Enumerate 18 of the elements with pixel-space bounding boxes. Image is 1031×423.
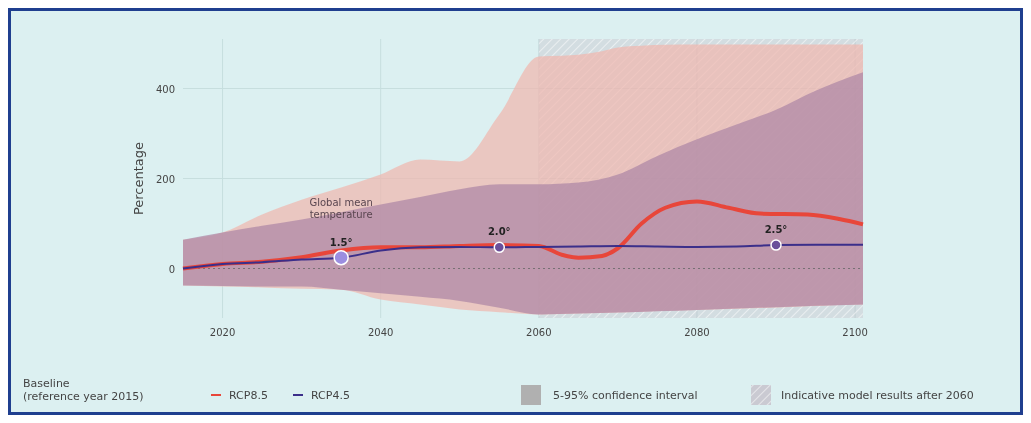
x-tick-label: 2040 [367,327,394,338]
annotation: Global mean temperature [309,196,373,220]
legend-label: RCP8.5 [229,389,268,402]
x-tick-label: 2100 [842,327,868,338]
legend-title: Baseline (reference year 2015) [23,377,144,403]
annotation: 1.5° [329,236,353,248]
x-tick-label: 2020 [209,327,236,338]
y-tick-label: 200 [155,173,175,185]
text: 5-95% confidence interval [553,389,698,402]
annotation: 2.5° [764,224,788,236]
legend-label: RCP4.5 [311,389,350,402]
annotation: 2.0° [487,226,511,238]
legend-label: Indicative model results after 2060 [781,389,974,402]
y-tick-label: 400 [155,83,175,95]
y-tick-label: 0 [168,263,175,275]
x-tick-label: 2060 [526,327,552,338]
y-axis-title: Percentage [131,141,146,216]
x-tick-label: 2080 [684,327,710,338]
